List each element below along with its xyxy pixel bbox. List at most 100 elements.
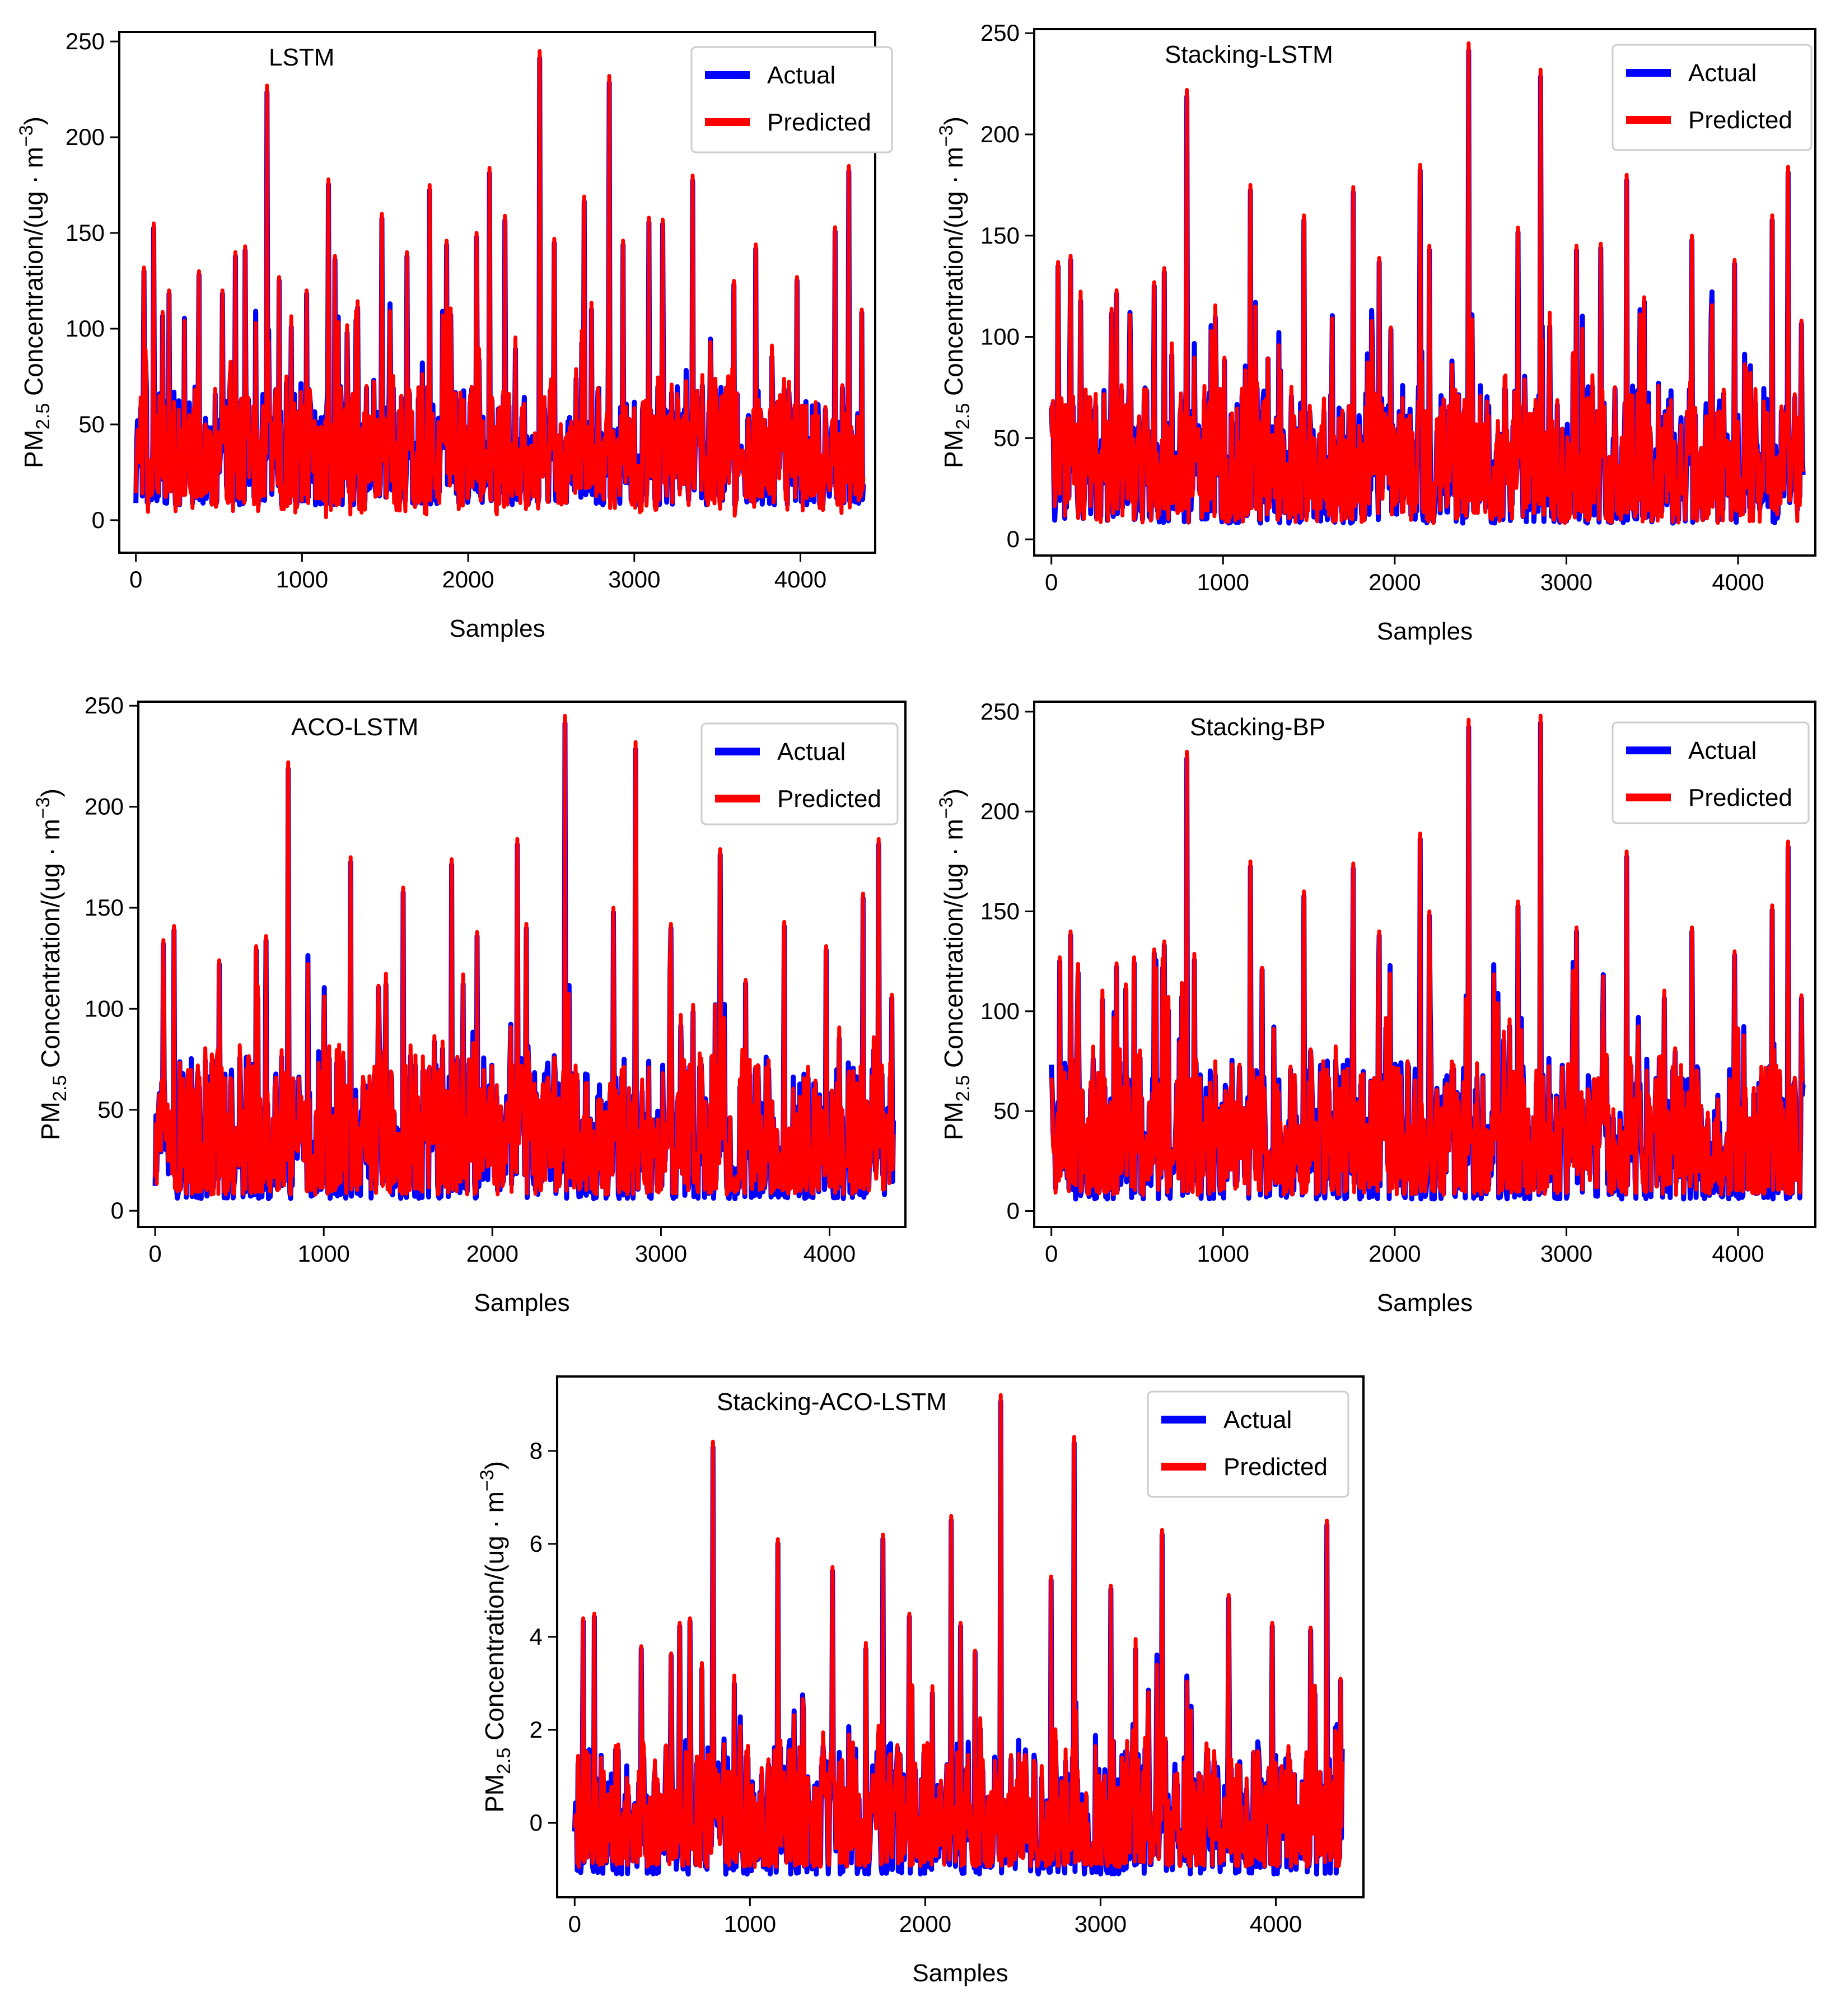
y-tick-label: 150 <box>66 220 105 246</box>
x-tick-label: 1000 <box>1197 1240 1249 1267</box>
y-tick-label: 100 <box>66 315 105 342</box>
x-tick-label: 3000 <box>608 566 660 592</box>
y-tick-label: 200 <box>66 124 105 150</box>
chart-title: Stacking-LSTM <box>1165 41 1333 68</box>
legend-label-predicted: Predicted <box>777 785 881 813</box>
y-tick-label: 150 <box>85 894 124 921</box>
x-axis-label: Samples <box>449 615 545 642</box>
x-axis-label: Samples <box>912 1959 1008 1987</box>
y-axis-label: PM2.5 Concentration/(ug · m−3) <box>477 1461 515 1813</box>
chart-title: LSTM <box>269 44 334 71</box>
y-tick-label: 0 <box>1007 1197 1020 1224</box>
x-tick-label: 0 <box>129 566 142 592</box>
series-line-predicted <box>134 49 866 520</box>
legend: Actual Predicted <box>690 46 893 153</box>
x-tick-label: 3000 <box>1540 1240 1592 1267</box>
x-tick-label: 0 <box>568 1911 581 1937</box>
y-tick-label: 0 <box>530 1809 543 1836</box>
x-tick-label: 4000 <box>804 1240 856 1267</box>
legend-label-actual: Actual <box>767 62 835 89</box>
y-tick-label: 50 <box>993 424 1020 451</box>
legend-label-predicted: Predicted <box>1223 1453 1328 1481</box>
x-tick-label: 0 <box>1045 569 1058 595</box>
legend-label-actual: Actual <box>1223 1406 1292 1434</box>
x-tick-label: 4000 <box>774 566 826 592</box>
legend: Actual Predicted <box>1147 1390 1349 1498</box>
chart-panel-0: 0 1000 2000 3000 4000 0 50 100 150 200 250 Samples P… <box>16 28 893 642</box>
x-tick-label: 0 <box>1045 1240 1058 1267</box>
series-line-predicted <box>153 713 896 1197</box>
axes-frame <box>1033 701 1816 1228</box>
x-tick-label: 1000 <box>297 1240 349 1267</box>
y-tick-label: 100 <box>980 324 1020 350</box>
series-group <box>572 1393 1345 1877</box>
x-tick-label: 1000 <box>276 566 328 592</box>
legend-label-predicted: Predicted <box>767 109 871 136</box>
x-tick-label: 0 <box>148 1240 161 1267</box>
series-line-predicted <box>1049 41 1805 525</box>
chart-panel-2: 0 1000 2000 3000 4000 0 50 100 150 200 250 Samples P… <box>32 692 907 1317</box>
x-axis-label: Samples <box>1377 618 1473 645</box>
y-tick-label: 200 <box>85 794 124 820</box>
legend-label-actual: Actual <box>777 738 846 766</box>
x-tick-label: 3000 <box>1540 569 1592 595</box>
x-tick-label: 2000 <box>466 1240 519 1267</box>
axes-frame <box>137 701 907 1228</box>
chart-title: ACO-LSTM <box>291 713 418 741</box>
series-group <box>1049 713 1806 1202</box>
legend: Actual Predicted <box>1612 721 1810 824</box>
series-group <box>152 713 896 1201</box>
x-tick-label: 1000 <box>724 1911 776 1937</box>
x-tick-label: 2000 <box>442 566 494 592</box>
x-tick-label: 4000 <box>1250 1911 1302 1937</box>
x-tick-label: 2000 <box>1368 1240 1421 1267</box>
x-tick-label: 2000 <box>899 1911 951 1937</box>
x-axis-label: Samples <box>1377 1289 1473 1317</box>
series-group <box>133 49 866 520</box>
chart-panel-1: 0 1000 2000 3000 4000 0 50 100 150 200 250 Samples P… <box>936 20 1816 645</box>
y-tick-label: 0 <box>1007 526 1020 552</box>
y-axis-label: PM2.5 Concentration/(ug · m−3) <box>16 116 54 468</box>
y-tick-label: 8 <box>530 1438 543 1464</box>
x-tick-label: 1000 <box>1197 569 1249 595</box>
chart-title: Stacking-BP <box>1190 713 1325 741</box>
y-tick-label: 250 <box>980 698 1020 725</box>
legend-label-actual: Actual <box>1688 59 1757 87</box>
y-tick-label: 0 <box>111 1197 124 1224</box>
y-axis-label: PM2.5 Concentration/(ug · m−3) <box>32 788 71 1140</box>
chart-panel-4: 0 1000 2000 3000 4000 0 2 4 6 8 Samples PM2.5 Conce… <box>477 1375 1365 1987</box>
x-tick-label: 2000 <box>1368 569 1421 595</box>
y-tick-label: 150 <box>980 222 1020 249</box>
legend-label-predicted: Predicted <box>1688 106 1792 134</box>
chart-title: Stacking-ACO-LSTM <box>717 1388 947 1416</box>
axes-frame <box>118 31 876 554</box>
y-tick-label: 100 <box>85 995 124 1021</box>
legend-label-actual: Actual <box>1688 737 1757 764</box>
y-tick-label: 50 <box>97 1096 124 1123</box>
x-tick-label: 4000 <box>1712 1240 1764 1267</box>
y-tick-label: 0 <box>92 507 105 533</box>
y-tick-label: 250 <box>980 20 1020 46</box>
y-tick-label: 50 <box>78 411 105 437</box>
y-tick-label: 250 <box>66 28 105 54</box>
x-tick-label: 3000 <box>635 1240 687 1267</box>
y-tick-label: 4 <box>530 1623 543 1650</box>
x-axis-label: Samples <box>474 1289 569 1317</box>
series-line-predicted <box>572 1393 1344 1869</box>
axes-frame <box>1033 28 1816 557</box>
y-tick-label: 250 <box>85 692 124 718</box>
y-tick-label: 100 <box>980 998 1020 1024</box>
y-axis-label: PM2.5 Concentration/(ug · m−3) <box>936 116 974 468</box>
x-tick-label: 3000 <box>1075 1911 1127 1937</box>
y-tick-label: 150 <box>980 898 1020 924</box>
chart-panel-3: 0 1000 2000 3000 4000 0 50 100 150 200 250 Samples P… <box>936 698 1816 1317</box>
x-tick-label: 4000 <box>1712 569 1764 595</box>
legend: Actual Predicted <box>700 722 899 825</box>
y-axis-label: PM2.5 Concentration/(ug · m−3) <box>936 788 974 1140</box>
y-tick-label: 200 <box>980 121 1020 147</box>
y-tick-label: 6 <box>530 1530 543 1557</box>
y-tick-label: 50 <box>993 1098 1020 1124</box>
legend: Actual Predicted <box>1612 44 1813 151</box>
y-tick-label: 200 <box>980 798 1020 824</box>
